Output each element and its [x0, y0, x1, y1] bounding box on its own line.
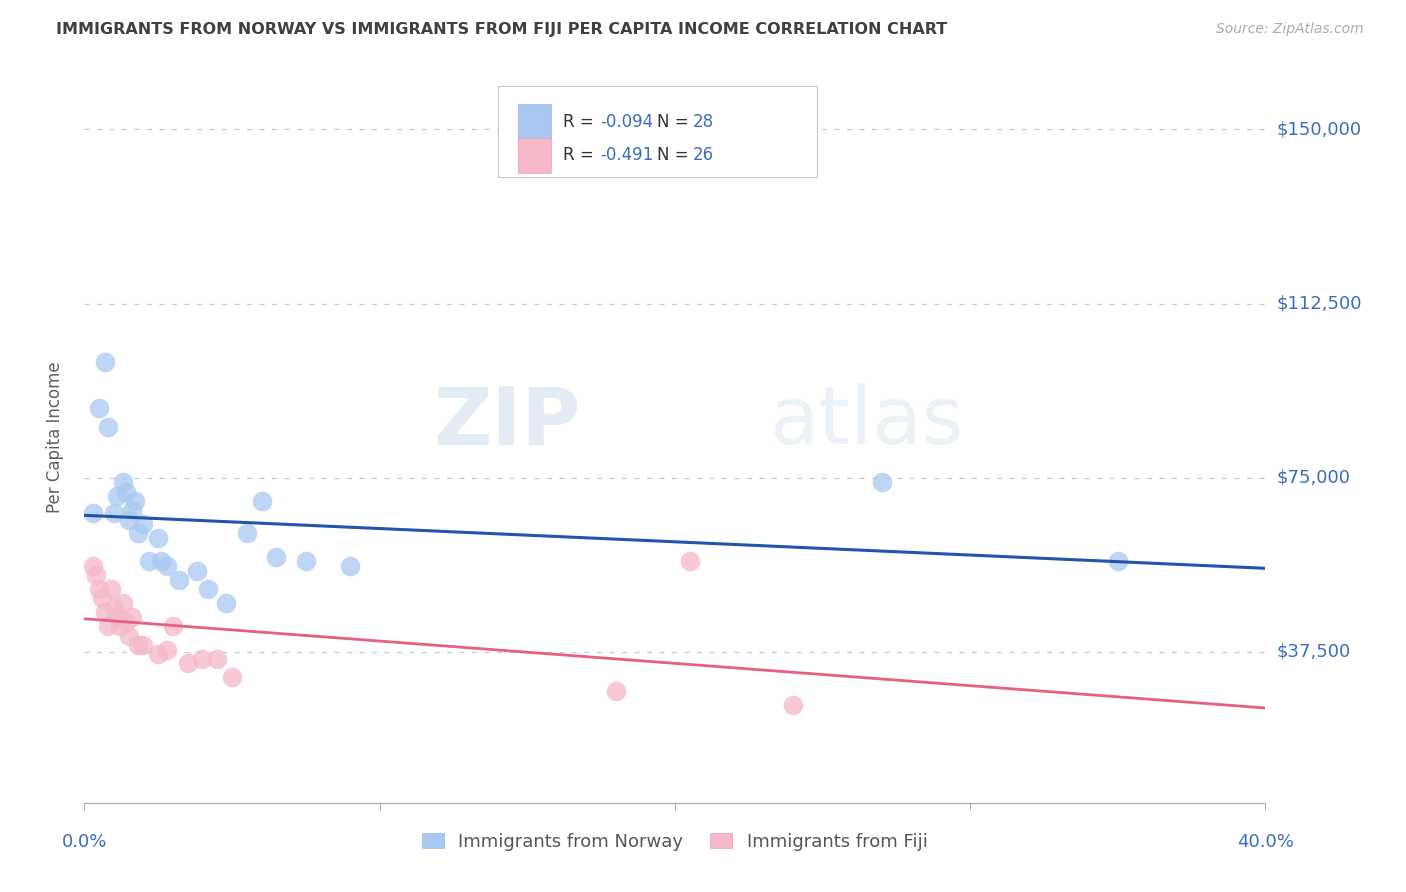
Text: $150,000: $150,000 — [1277, 120, 1361, 138]
Point — [679, 554, 702, 568]
Text: Source: ZipAtlas.com: Source: ZipAtlas.com — [1216, 22, 1364, 37]
Point — [94, 354, 117, 368]
Point — [118, 629, 141, 643]
FancyBboxPatch shape — [517, 104, 551, 139]
Point — [148, 531, 170, 545]
Point — [118, 512, 141, 526]
Point — [97, 619, 120, 633]
Point — [91, 591, 114, 606]
Text: 40.0%: 40.0% — [1237, 833, 1294, 851]
Point — [82, 558, 104, 573]
Point — [105, 489, 128, 503]
Point — [127, 638, 149, 652]
Point — [94, 606, 117, 620]
FancyBboxPatch shape — [517, 137, 551, 173]
Point — [266, 549, 288, 564]
Y-axis label: Per Capita Income: Per Capita Income — [45, 361, 63, 513]
Text: IMMIGRANTS FROM NORWAY VS IMMIGRANTS FROM FIJI PER CAPITA INCOME CORRELATION CHA: IMMIGRANTS FROM NORWAY VS IMMIGRANTS FRO… — [56, 22, 948, 37]
FancyBboxPatch shape — [498, 86, 817, 178]
Text: $37,500: $37,500 — [1277, 643, 1351, 661]
Text: R =: R = — [562, 112, 599, 130]
Point — [191, 652, 214, 666]
Text: 26: 26 — [693, 146, 714, 164]
Point — [156, 642, 179, 657]
Point — [87, 401, 111, 415]
Point — [138, 554, 160, 568]
Text: 28: 28 — [693, 112, 714, 130]
Point — [250, 494, 273, 508]
Point — [167, 573, 190, 587]
Point — [339, 558, 361, 573]
Point — [108, 619, 131, 633]
Point — [121, 503, 143, 517]
Point — [103, 600, 125, 615]
Point — [132, 638, 155, 652]
Point — [121, 610, 143, 624]
Point — [156, 558, 179, 573]
Point — [605, 684, 627, 698]
Point — [84, 568, 107, 582]
Point — [197, 582, 219, 597]
Point — [132, 517, 155, 532]
Point — [870, 475, 893, 490]
Point — [207, 652, 229, 666]
Point — [221, 670, 243, 684]
Point — [150, 554, 173, 568]
Point — [162, 619, 184, 633]
Legend: Immigrants from Norway, Immigrants from Fiji: Immigrants from Norway, Immigrants from … — [416, 827, 934, 856]
Point — [114, 484, 136, 499]
Point — [295, 554, 318, 568]
Point — [782, 698, 804, 713]
Point — [236, 526, 259, 541]
Point — [103, 506, 125, 520]
Text: 0.0%: 0.0% — [62, 833, 107, 851]
Text: atlas: atlas — [769, 384, 963, 461]
Text: ZIP: ZIP — [433, 384, 581, 461]
Point — [148, 647, 170, 661]
Point — [97, 419, 120, 434]
Point — [100, 582, 122, 597]
Point — [111, 475, 134, 490]
Point — [186, 564, 208, 578]
Point — [114, 615, 136, 629]
Text: N =: N = — [657, 146, 695, 164]
Text: $112,500: $112,500 — [1277, 294, 1362, 312]
Point — [127, 526, 149, 541]
Point — [177, 657, 200, 671]
Point — [215, 596, 238, 610]
Point — [124, 494, 146, 508]
Text: N =: N = — [657, 112, 695, 130]
Text: R =: R = — [562, 146, 599, 164]
Point — [82, 506, 104, 520]
Text: $75,000: $75,000 — [1277, 468, 1351, 487]
Point — [111, 596, 134, 610]
Text: -0.491: -0.491 — [600, 146, 654, 164]
Point — [1107, 554, 1129, 568]
Point — [87, 582, 111, 597]
Point — [105, 610, 128, 624]
Text: -0.094: -0.094 — [600, 112, 654, 130]
